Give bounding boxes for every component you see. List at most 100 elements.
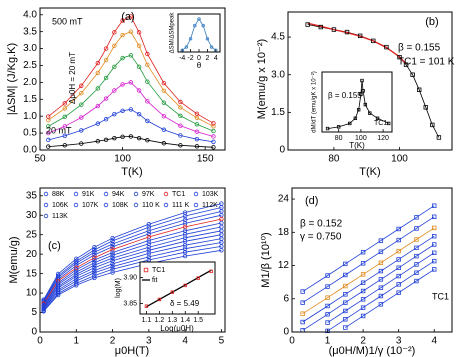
legend-label: 111 K bbox=[172, 202, 190, 209]
annotation: Δμ0H = 20 mT bbox=[68, 52, 77, 104]
data-point bbox=[161, 113, 167, 119]
data-point bbox=[343, 300, 348, 305]
y-tick-label: 25 bbox=[26, 229, 38, 240]
data-point bbox=[103, 75, 109, 81]
legend-swatch bbox=[73, 191, 79, 197]
data-point bbox=[300, 311, 305, 316]
data-point bbox=[74, 258, 79, 264]
data-point bbox=[396, 248, 401, 254]
y-axis-label: dM/dT (emu/gK x 10⁻²) bbox=[312, 71, 318, 132]
data-point bbox=[74, 278, 79, 284]
data-point bbox=[360, 272, 366, 277]
series-line bbox=[43, 207, 222, 302]
data-point bbox=[414, 215, 419, 220]
y-axis-label: M(emu/g) bbox=[8, 236, 20, 283]
data-point bbox=[396, 290, 401, 295]
series-line bbox=[43, 238, 222, 309]
data-point bbox=[193, 23, 197, 28]
data-point bbox=[136, 64, 142, 70]
data-point bbox=[161, 88, 167, 94]
data-point bbox=[414, 262, 419, 267]
x-tick-label: 120 bbox=[377, 135, 389, 142]
x-tick-label: 1.2 bbox=[155, 317, 165, 324]
y-tick-label: 3.5 bbox=[23, 26, 37, 37]
x-tick-label: 100 bbox=[114, 154, 131, 165]
series-line bbox=[345, 269, 435, 328]
legend-label: 113K bbox=[52, 213, 68, 220]
data-point bbox=[103, 57, 109, 63]
data-point bbox=[62, 133, 67, 138]
data-point bbox=[62, 101, 67, 106]
data-point bbox=[414, 245, 419, 251]
data-point bbox=[161, 80, 167, 86]
data-point bbox=[110, 255, 115, 261]
data-point bbox=[194, 111, 200, 117]
data-point bbox=[361, 89, 365, 93]
y-tick-label: 2.5 bbox=[23, 60, 37, 71]
data-point bbox=[378, 293, 384, 299]
data-point bbox=[92, 255, 97, 260]
data-point bbox=[209, 269, 213, 274]
legend-swatch bbox=[43, 202, 49, 208]
annotation: β = 0.152 bbox=[300, 219, 343, 230]
data-point bbox=[110, 238, 115, 244]
legend-swatch bbox=[193, 191, 199, 197]
data-point bbox=[120, 82, 125, 87]
data-point bbox=[178, 105, 183, 110]
data-point bbox=[336, 125, 341, 129]
y-tick-label: 3.90 bbox=[123, 274, 137, 281]
y-axis-label: ΔSM/ΔSMpeak bbox=[170, 12, 176, 54]
data-point bbox=[95, 70, 101, 76]
data-point bbox=[103, 96, 109, 101]
x-tick-label: 4 bbox=[431, 336, 437, 347]
x-axis-label: θ bbox=[197, 61, 202, 70]
data-point bbox=[79, 102, 84, 107]
data-point bbox=[343, 292, 348, 297]
data-point bbox=[343, 272, 348, 278]
x-tick-label: 0 bbox=[37, 336, 43, 347]
x-tick-label: 2 bbox=[110, 336, 116, 347]
data-point bbox=[300, 300, 305, 305]
data-point bbox=[194, 136, 200, 142]
data-point bbox=[110, 247, 115, 252]
x-tick-label: 0 bbox=[289, 336, 295, 347]
data-point bbox=[211, 134, 216, 139]
x-tick-label: 4 bbox=[182, 336, 188, 347]
data-point bbox=[146, 254, 152, 260]
data-point bbox=[378, 285, 384, 290]
plot-frame bbox=[39, 7, 226, 151]
x-tick-label: -4 bbox=[179, 55, 185, 62]
legend-swatch bbox=[103, 191, 109, 197]
data-point bbox=[211, 121, 216, 126]
plot-frame bbox=[321, 71, 393, 133]
y-tick-label: 4.0 bbox=[23, 9, 37, 20]
legend-label: 112K bbox=[202, 202, 218, 209]
y-tick-label: 15 bbox=[26, 268, 38, 279]
data-point bbox=[357, 33, 363, 39]
data-point bbox=[110, 270, 115, 275]
data-point bbox=[110, 241, 115, 247]
series-line bbox=[302, 244, 435, 331]
data-point bbox=[194, 122, 200, 127]
data-point bbox=[188, 37, 193, 41]
data-point bbox=[110, 258, 115, 263]
legend-label: fit bbox=[152, 277, 158, 284]
data-point bbox=[414, 226, 419, 231]
data-point bbox=[79, 141, 84, 146]
series-line bbox=[43, 222, 222, 306]
data-point bbox=[371, 38, 376, 44]
data-point bbox=[145, 51, 150, 57]
annotation: β = 0.155 bbox=[328, 91, 362, 100]
data-point bbox=[416, 87, 422, 92]
annotation: (a) bbox=[121, 11, 134, 23]
series-line bbox=[43, 249, 222, 312]
data-point bbox=[363, 102, 368, 107]
data-point bbox=[144, 304, 149, 308]
data-point bbox=[396, 273, 401, 279]
data-point bbox=[423, 105, 428, 110]
y-tick-label: 12 bbox=[278, 260, 290, 271]
y-tick-label: 10 bbox=[26, 288, 38, 299]
y-tick-label: 6 bbox=[283, 293, 289, 304]
data-point bbox=[112, 88, 117, 93]
data-point bbox=[205, 37, 210, 41]
